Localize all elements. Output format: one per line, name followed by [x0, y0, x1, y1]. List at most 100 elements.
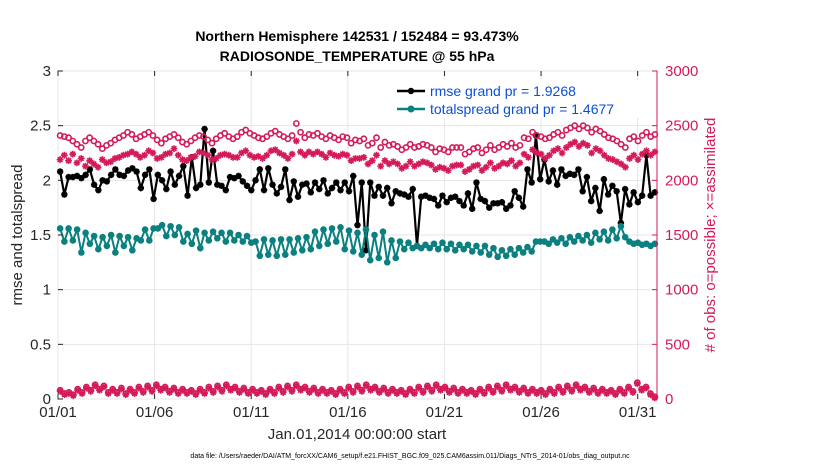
data-point — [461, 168, 469, 175]
data-point — [288, 387, 296, 395]
data-point — [292, 137, 300, 145]
data-point — [145, 147, 153, 155]
data-point — [427, 161, 435, 169]
y-tick-label-left: 0 — [43, 391, 51, 408]
data-point — [607, 387, 615, 395]
data-point — [231, 174, 238, 182]
data-point — [394, 160, 401, 168]
data-point — [323, 390, 331, 397]
data-point — [184, 192, 191, 199]
data-point — [625, 384, 632, 392]
data-point — [638, 150, 646, 158]
data-point — [297, 386, 305, 394]
data-point — [242, 147, 250, 155]
data-point — [82, 137, 89, 145]
data-point — [463, 390, 471, 397]
data-point — [558, 166, 565, 173]
data-point — [83, 384, 90, 392]
data-point — [609, 182, 616, 189]
data-point — [157, 153, 165, 161]
data-point — [499, 159, 507, 167]
data-point — [444, 148, 452, 156]
data-point — [588, 149, 596, 157]
data-point — [621, 163, 629, 171]
data-point — [98, 156, 106, 163]
data-point — [424, 383, 431, 391]
data-point — [495, 162, 503, 170]
data-point — [612, 391, 619, 399]
data-point — [235, 231, 242, 239]
data-point — [166, 149, 174, 157]
data-point — [222, 382, 230, 390]
data-point — [537, 150, 545, 158]
data-point — [495, 144, 503, 151]
data-point — [447, 194, 455, 202]
data-point — [587, 197, 595, 205]
y-tick-label-right: 1000 — [665, 282, 698, 299]
data-point — [428, 387, 436, 395]
data-point — [269, 237, 276, 244]
data-point — [96, 386, 103, 394]
legend-marker-rmse — [407, 87, 415, 95]
data-point — [214, 181, 221, 188]
data-point — [200, 133, 207, 140]
data-point — [545, 178, 552, 185]
data-point — [566, 233, 574, 241]
data-point — [209, 228, 217, 236]
data-point — [402, 144, 410, 151]
data-point — [339, 150, 347, 158]
data-point — [204, 151, 212, 159]
data-point — [498, 387, 506, 395]
data-point — [290, 249, 298, 256]
data-point — [516, 159, 524, 167]
data-point — [180, 162, 187, 170]
data-point — [562, 240, 569, 248]
data-point — [473, 179, 480, 186]
data-point — [468, 248, 476, 255]
data-point — [259, 155, 266, 162]
data-point — [621, 144, 629, 151]
data-point — [394, 143, 401, 150]
data-point — [267, 147, 275, 155]
data-point — [585, 389, 593, 396]
data-point — [464, 190, 472, 197]
data-point — [647, 192, 654, 199]
data-point — [464, 241, 472, 249]
data-point — [124, 167, 132, 174]
data-point — [95, 245, 102, 253]
data-point — [319, 386, 326, 394]
data-point — [307, 245, 315, 253]
data-point — [297, 128, 304, 136]
data-point — [373, 134, 380, 142]
data-point — [332, 391, 340, 399]
y-tick-label-left: 1.5 — [30, 227, 51, 244]
data-point — [277, 236, 285, 243]
data-point — [218, 229, 225, 237]
data-point — [235, 172, 242, 180]
data-point — [303, 180, 310, 187]
data-point — [94, 140, 102, 148]
data-point — [406, 158, 414, 166]
data-point — [221, 150, 229, 158]
data-point — [489, 389, 497, 396]
data-point — [494, 253, 501, 261]
data-point — [335, 152, 342, 160]
axes-layer: 01/01 01/06 01/11 01/16 01/21 01/26 01/31 0 0.5 1… — [30, 63, 698, 421]
x-tick-label: 01/21 — [426, 404, 464, 421]
data-point — [337, 186, 344, 194]
data-point — [415, 160, 423, 168]
data-point — [503, 160, 511, 168]
data-point — [205, 237, 213, 244]
data-point — [373, 151, 380, 159]
data-point — [579, 237, 586, 244]
data-point — [187, 387, 195, 395]
data-point — [73, 226, 81, 233]
data-point — [292, 120, 300, 127]
data-point — [596, 127, 604, 135]
data-point — [371, 384, 379, 392]
data-point — [451, 247, 459, 254]
data-point — [490, 244, 497, 252]
data-point — [209, 147, 217, 155]
data-point — [136, 153, 144, 161]
data-point — [533, 149, 541, 157]
